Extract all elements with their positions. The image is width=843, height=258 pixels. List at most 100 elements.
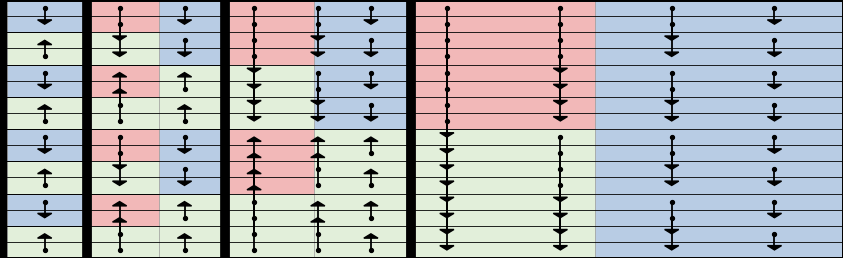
Polygon shape [247, 84, 261, 89]
Bar [7, 194, 83, 226]
Polygon shape [247, 153, 261, 158]
Bar [91, 129, 158, 161]
Bar [7, 226, 83, 258]
Polygon shape [767, 149, 781, 153]
Bar [415, 129, 594, 258]
Polygon shape [311, 117, 325, 121]
Polygon shape [38, 84, 51, 89]
Polygon shape [38, 213, 51, 218]
Polygon shape [364, 20, 378, 24]
Polygon shape [38, 169, 51, 174]
Polygon shape [664, 165, 679, 169]
Bar [229, 0, 406, 129]
Bar [7, 32, 83, 64]
Bar [91, 0, 221, 64]
Polygon shape [311, 218, 325, 222]
Polygon shape [553, 117, 567, 121]
Bar [229, 64, 314, 129]
Polygon shape [553, 246, 567, 250]
Polygon shape [440, 149, 454, 153]
Polygon shape [311, 153, 325, 158]
Polygon shape [364, 137, 378, 141]
Polygon shape [767, 213, 781, 218]
Polygon shape [553, 213, 567, 218]
Bar [229, 129, 314, 194]
Bar [229, 129, 406, 258]
Polygon shape [311, 36, 325, 40]
Polygon shape [364, 234, 378, 238]
Bar [91, 32, 158, 64]
Polygon shape [364, 201, 378, 206]
Bar [91, 129, 221, 194]
Polygon shape [767, 20, 781, 24]
Polygon shape [247, 169, 261, 174]
Polygon shape [177, 201, 191, 206]
Bar [7, 64, 83, 97]
Polygon shape [177, 72, 191, 77]
Polygon shape [112, 89, 126, 93]
Bar [415, 0, 843, 258]
Polygon shape [177, 149, 191, 153]
Polygon shape [247, 117, 261, 121]
Polygon shape [177, 52, 191, 57]
Polygon shape [767, 52, 781, 57]
Polygon shape [664, 229, 679, 234]
Polygon shape [364, 52, 378, 57]
Polygon shape [38, 149, 51, 153]
Polygon shape [664, 181, 679, 186]
Polygon shape [553, 197, 567, 201]
Bar [91, 97, 158, 129]
Polygon shape [440, 181, 454, 186]
Polygon shape [311, 201, 325, 206]
Polygon shape [112, 36, 126, 40]
Polygon shape [553, 68, 567, 72]
Polygon shape [38, 105, 51, 109]
Bar [7, 97, 83, 129]
Polygon shape [112, 165, 126, 169]
Bar [7, 161, 83, 194]
Polygon shape [364, 169, 378, 174]
Polygon shape [38, 40, 51, 45]
Polygon shape [664, 36, 679, 40]
Polygon shape [440, 133, 454, 137]
Polygon shape [767, 84, 781, 89]
Polygon shape [767, 181, 781, 186]
Polygon shape [247, 100, 261, 105]
Polygon shape [38, 234, 51, 238]
Polygon shape [177, 234, 191, 238]
Bar [91, 194, 158, 226]
Polygon shape [177, 105, 191, 109]
Bar [415, 0, 594, 129]
Bar [91, 64, 158, 97]
Polygon shape [364, 117, 378, 121]
Polygon shape [112, 218, 126, 222]
Bar [229, 194, 314, 258]
Polygon shape [112, 201, 126, 206]
Polygon shape [247, 137, 261, 141]
Polygon shape [553, 84, 567, 89]
Polygon shape [177, 181, 191, 186]
Polygon shape [440, 246, 454, 250]
Polygon shape [664, 246, 679, 250]
Bar [91, 194, 221, 258]
Polygon shape [664, 52, 679, 57]
Bar [229, 0, 314, 64]
Polygon shape [112, 181, 126, 186]
Polygon shape [553, 229, 567, 234]
Polygon shape [38, 20, 51, 24]
Polygon shape [112, 72, 126, 77]
Bar [91, 161, 158, 194]
Polygon shape [311, 137, 325, 141]
Polygon shape [247, 186, 261, 190]
Polygon shape [440, 197, 454, 201]
Polygon shape [364, 84, 378, 89]
Polygon shape [664, 100, 679, 105]
Polygon shape [767, 246, 781, 250]
Polygon shape [664, 117, 679, 121]
Polygon shape [553, 100, 567, 105]
Polygon shape [440, 229, 454, 234]
Bar [91, 64, 221, 129]
Polygon shape [311, 52, 325, 57]
Polygon shape [767, 117, 781, 121]
Bar [91, 226, 158, 258]
